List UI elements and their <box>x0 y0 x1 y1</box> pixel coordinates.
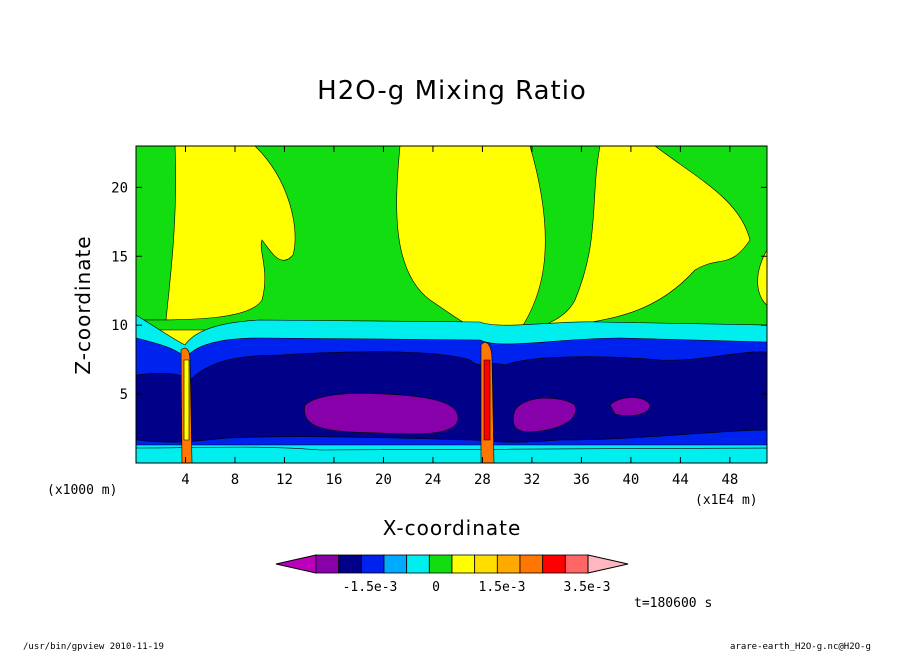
contour-band <box>304 393 459 435</box>
x-axis-label: X-coordinate <box>382 516 522 540</box>
colorbar-swatch <box>451 554 476 574</box>
contour-field <box>136 146 767 463</box>
x-tick-label: 8 <box>231 472 239 488</box>
colorbar-swatch <box>542 554 566 574</box>
colorbar-label: -1.5e-3 <box>343 580 398 595</box>
y-tick-label: 5 <box>120 387 128 403</box>
contour-band <box>183 359 190 441</box>
colorbar-swatch <box>428 554 453 574</box>
y-axis-unit: (x1000 m) <box>47 483 118 498</box>
contour-band <box>609 397 651 416</box>
chart-title: H2O-g Mixing Ratio <box>317 76 587 106</box>
x-tick-label: 36 <box>573 472 590 488</box>
contour-band <box>136 351 767 443</box>
x-tick-label: 24 <box>425 472 442 488</box>
footer-right: arare-earth_H2O-g.nc@H2O-g <box>730 642 871 652</box>
colorbar-label: 3.5e-3 <box>564 580 611 595</box>
x-tick-label: 12 <box>276 472 293 488</box>
colorbar-label: 1.5e-3 <box>479 580 526 595</box>
y-tick-label: 20 <box>111 180 128 196</box>
colorbar-swatch <box>360 554 385 574</box>
x-tick-label: 32 <box>523 472 540 488</box>
contour-band <box>136 146 176 321</box>
colorbar-swatch <box>496 554 521 574</box>
colorbar-swatch <box>338 554 362 574</box>
contour-band <box>512 397 577 433</box>
x-tick-label: 44 <box>672 472 689 488</box>
colorbar-swatch <box>474 554 498 574</box>
y-tick-label: 10 <box>111 318 128 334</box>
y-tick-label: 15 <box>111 249 128 265</box>
colorbar: -1.5e-3 0 1.5e-3 3.5e-3 <box>275 554 629 595</box>
colorbar-label: 0 <box>432 580 440 595</box>
colorbar-swatch <box>315 554 340 574</box>
x-tick-label: 28 <box>474 472 491 488</box>
footer-left: /usr/bin/gpview 2010-11-19 <box>23 642 164 652</box>
x-tick-label: 16 <box>326 472 343 488</box>
colorbar-swatch <box>564 554 589 574</box>
y-axis-label: Z-coordinate <box>71 235 95 375</box>
colorbar-swatch <box>519 554 544 574</box>
x-tick-label: 40 <box>622 472 639 488</box>
x-tick-label: 20 <box>375 472 392 488</box>
colorbar-arrow-right <box>587 554 629 574</box>
plot-frame <box>135 145 768 464</box>
time-label: t=180600 s <box>634 596 713 611</box>
x-axis-unit: (x1E4 m) <box>695 493 758 508</box>
contour-band <box>483 359 491 441</box>
contour-band <box>539 146 767 331</box>
x-tick-label: 48 <box>721 472 738 488</box>
colorbar-arrow-left <box>275 554 317 574</box>
x-tick-label: 4 <box>181 472 189 488</box>
colorbar-swatch <box>383 554 408 574</box>
colorbar-swatch <box>406 554 430 574</box>
contour-band <box>136 446 767 463</box>
contour-band <box>136 146 491 331</box>
